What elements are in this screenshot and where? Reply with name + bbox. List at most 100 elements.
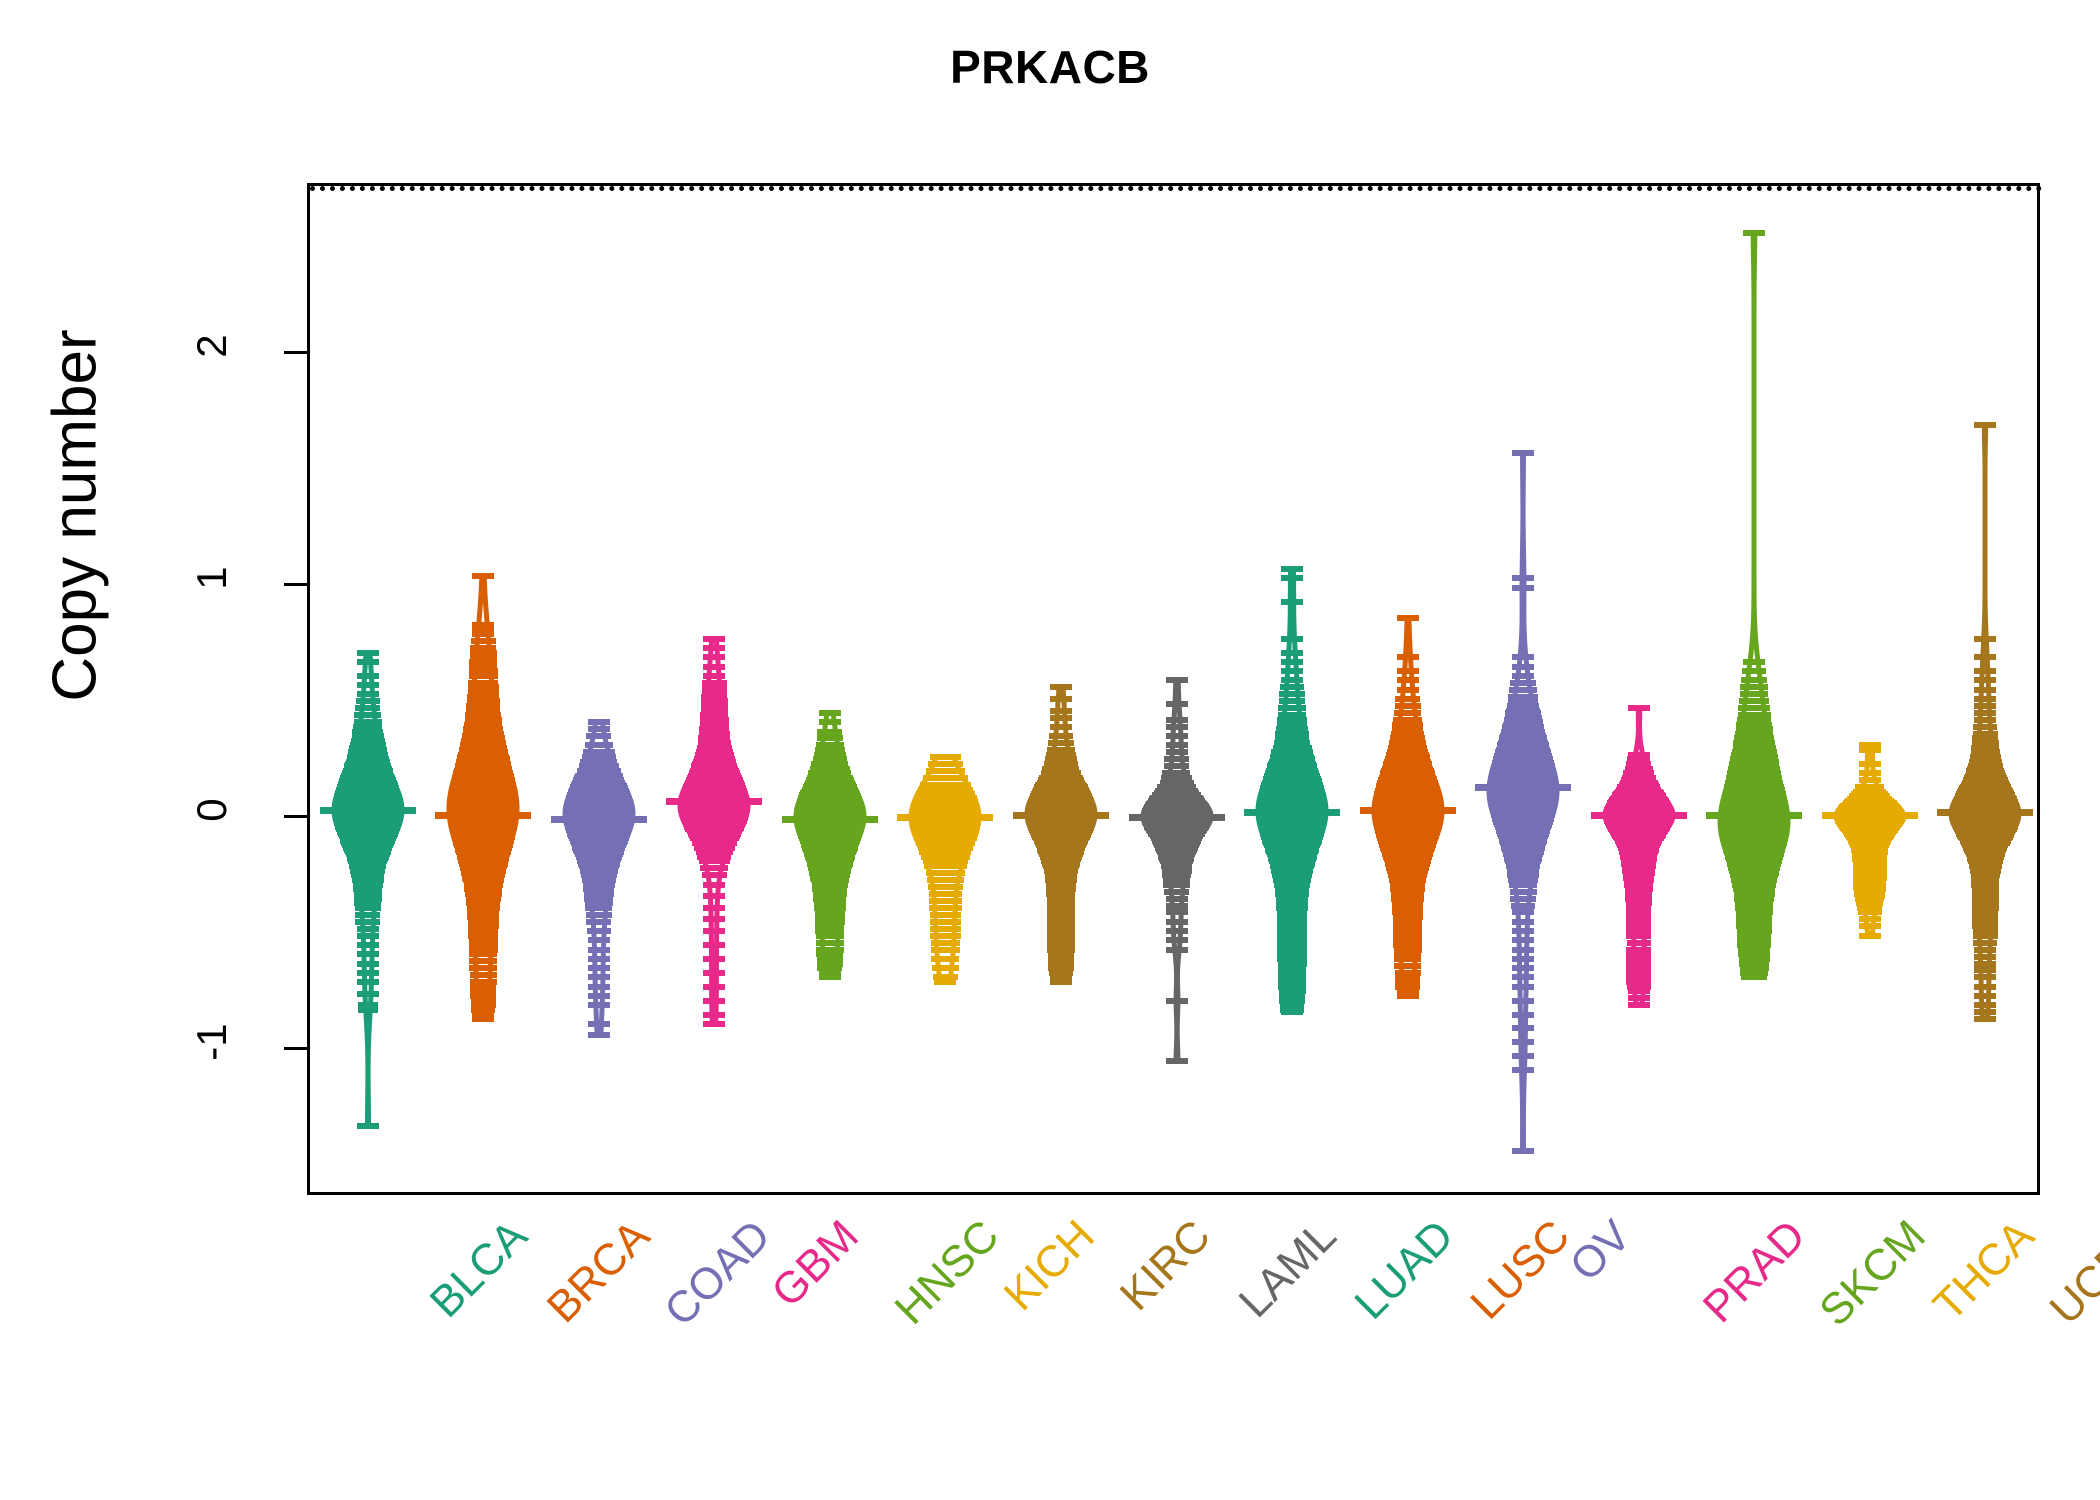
data-point <box>1509 686 1537 693</box>
data-point <box>922 774 969 781</box>
data-point <box>703 928 726 934</box>
data-point <box>1281 677 1304 684</box>
data-point <box>814 914 845 921</box>
data-point <box>1967 858 2003 865</box>
data-point <box>354 712 382 719</box>
data-point <box>1858 747 1881 753</box>
data-point <box>1165 723 1188 730</box>
data-point <box>1165 749 1188 756</box>
series-column-hnsc <box>740 186 920 1198</box>
data-point <box>1969 754 2001 760</box>
data-point <box>1392 904 1423 911</box>
data-point <box>1512 584 1535 591</box>
series-column-luad <box>1202 186 1382 1198</box>
data-point <box>700 707 729 714</box>
data-point <box>585 911 612 918</box>
data-point <box>916 839 975 846</box>
data-point <box>816 735 844 742</box>
data-point <box>466 698 500 705</box>
data-point <box>1512 909 1535 916</box>
data-point <box>1046 751 1076 758</box>
data-point <box>1970 872 2001 879</box>
data-point <box>1396 686 1419 693</box>
data-point <box>1048 965 1074 972</box>
data-point <box>1512 1039 1535 1046</box>
data-point <box>922 858 969 865</box>
data-point <box>1049 979 1072 985</box>
data-point <box>1731 877 1777 883</box>
data-point <box>353 723 383 730</box>
data-point <box>1277 960 1307 967</box>
data-point <box>1165 928 1188 934</box>
data-point <box>470 645 497 651</box>
data-point <box>1395 983 1420 990</box>
data-point <box>472 573 495 579</box>
data-point <box>700 712 729 719</box>
data-point <box>1974 677 1997 684</box>
data-point <box>583 749 615 756</box>
series-column-gbm <box>624 186 804 1198</box>
data-point <box>813 900 846 907</box>
data-point <box>700 716 729 723</box>
data-point <box>577 767 621 774</box>
data-point <box>1626 939 1651 946</box>
data-point <box>352 728 384 735</box>
data-point <box>1974 1002 1997 1009</box>
data-point <box>1625 900 1652 907</box>
data-point <box>578 863 619 869</box>
data-point <box>1392 721 1423 728</box>
zero-reference-line <box>310 186 2043 191</box>
data-point <box>703 654 726 661</box>
data-point <box>1391 895 1424 902</box>
data-point <box>1974 960 1997 967</box>
data-point <box>1272 872 1312 879</box>
data-point <box>352 877 384 883</box>
data-point <box>1393 716 1423 723</box>
data-point <box>1276 914 1308 921</box>
data-point <box>1736 914 1773 921</box>
data-point <box>1734 730 1774 737</box>
data-point <box>1736 721 1772 728</box>
data-point <box>1510 902 1536 909</box>
data-point <box>468 941 498 948</box>
data-point <box>816 960 843 967</box>
data-point <box>1277 928 1307 934</box>
data-point <box>1969 867 2001 874</box>
data-point <box>1974 983 1997 990</box>
data-point <box>1510 679 1536 686</box>
data-point <box>1277 946 1307 953</box>
data-point <box>1742 668 1767 675</box>
data-point <box>1512 965 1535 972</box>
data-point <box>1740 684 1768 691</box>
data-point <box>1277 937 1307 944</box>
y-tick-1 <box>284 583 310 586</box>
data-point <box>1281 658 1304 665</box>
data-point <box>1165 677 1188 684</box>
data-point <box>1969 863 2002 869</box>
data-point <box>1626 965 1652 972</box>
data-point <box>1273 740 1311 747</box>
data-point <box>817 728 843 735</box>
data-point <box>1049 707 1072 714</box>
data-point <box>587 937 610 944</box>
data-point <box>1394 703 1421 709</box>
data-point <box>584 742 614 749</box>
data-point <box>1272 744 1312 751</box>
data-point <box>1390 735 1425 742</box>
series-column-ov <box>1433 186 1613 1198</box>
data-point <box>1276 726 1308 733</box>
data-point <box>469 951 498 958</box>
data-point <box>468 684 499 691</box>
data-point <box>698 858 730 865</box>
data-point <box>356 682 379 689</box>
data-point <box>1971 740 1999 747</box>
data-point <box>468 679 499 686</box>
y-tick-label-1: 1 <box>188 566 235 590</box>
data-point <box>1624 881 1654 888</box>
data-point <box>1974 993 1997 999</box>
data-point <box>1279 684 1305 691</box>
data-point <box>353 890 382 897</box>
data-point <box>466 703 500 709</box>
data-point <box>1395 696 1421 702</box>
data-point <box>1278 705 1306 712</box>
